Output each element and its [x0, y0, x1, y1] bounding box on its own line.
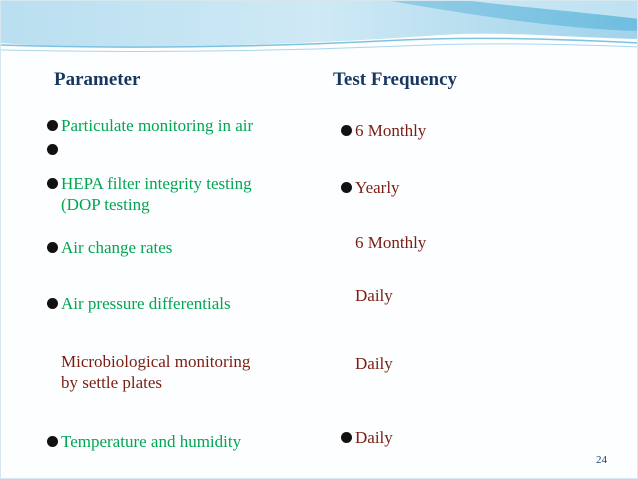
frequency-item-air-change: 6 Monthly — [355, 233, 427, 252]
bullet-icon — [47, 120, 58, 131]
bullet-icon — [341, 125, 352, 136]
decorative-wave-banner — [1, 1, 637, 52]
parameter-item-air-pressure: Air pressure differentials — [47, 293, 231, 314]
parameter-item-hepa: HEPA filter integrity testing (DOP testi… — [47, 173, 252, 215]
frequency-item-particulate: 6 Monthly — [341, 120, 426, 141]
bullet-icon — [47, 298, 58, 309]
page-number: 24 — [596, 454, 607, 466]
parameter-item-particulate: Particulate monitoring in air — [47, 115, 253, 136]
test-frequency-header: Test Frequency — [333, 69, 458, 90]
parameter-item-temperature: Temperature and humidity — [47, 431, 241, 452]
bullet-icon — [341, 182, 352, 193]
parameter-item-microbiological: Microbiological monitoring by settle pla… — [61, 352, 251, 392]
parameter-header: Parameter — [54, 69, 141, 90]
frequency-item-air-pressure: Daily — [355, 286, 393, 305]
frequency-item-temperature: Daily — [341, 427, 393, 448]
frequency-item-hepa: Yearly — [341, 177, 400, 198]
bullet-icon — [47, 242, 58, 253]
bullet-icon — [47, 178, 58, 189]
frequency-item-microbiological: Daily — [355, 354, 393, 373]
bullet-icon — [341, 432, 352, 443]
bullet-icon — [47, 436, 58, 447]
parameter-item-air-change: Air change rates — [47, 237, 172, 258]
bullet-icon — [47, 144, 58, 155]
